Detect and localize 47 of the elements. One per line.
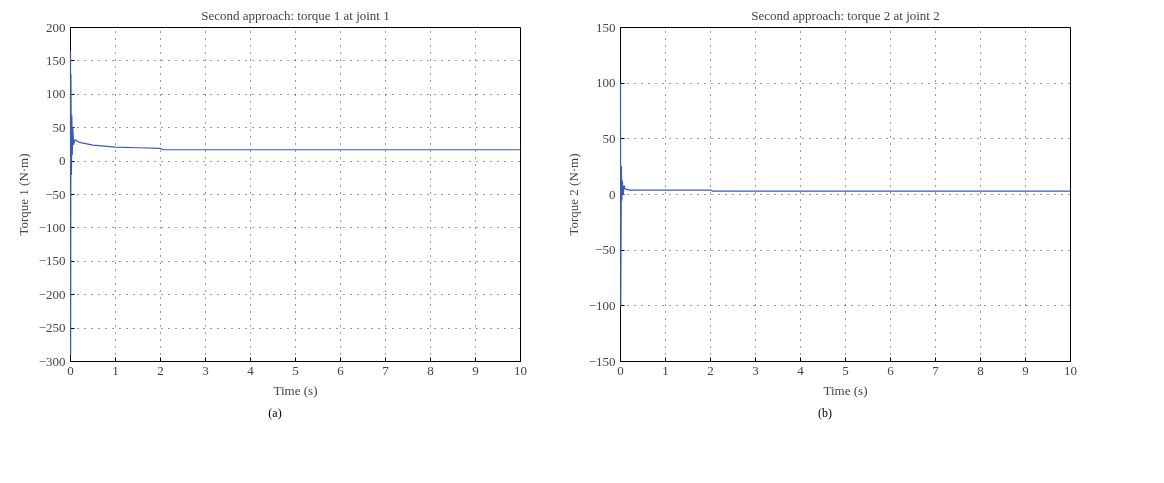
x-axis-title: Time (s) xyxy=(273,382,318,398)
chart-title: Second approach: torque 1 at joint 1 xyxy=(201,7,390,23)
x-tick-label: 7 xyxy=(382,362,390,378)
y-tick-label: −100 xyxy=(38,219,66,235)
x-tick-label: 2 xyxy=(157,362,164,378)
y-tick-label: 150 xyxy=(46,52,66,68)
x-tick-label: 6 xyxy=(887,362,895,378)
y-tick-label: 0 xyxy=(609,186,616,202)
x-tick-label: 6 xyxy=(337,362,345,378)
y-tick-label: 150 xyxy=(596,19,616,35)
y-tick-label: 200 xyxy=(46,19,66,35)
y-tick-label: −150 xyxy=(38,253,66,269)
y-axis-title: Torque 1 (N·m) xyxy=(15,153,31,236)
x-tick-label: 5 xyxy=(292,362,299,378)
x-tick-label: 3 xyxy=(752,362,759,378)
y-axis-title: Torque 2 (N·m) xyxy=(565,153,581,236)
text: (b) xyxy=(818,405,832,422)
x-tick-label: 5 xyxy=(842,362,849,378)
x-tick-label: 3 xyxy=(202,362,209,378)
y-tick-label: −150 xyxy=(588,353,616,369)
x-axis-title: Time (s) xyxy=(823,382,868,398)
text: (a) xyxy=(268,405,282,422)
x-tick-label: 2 xyxy=(707,362,714,378)
x-tick-label: 9 xyxy=(472,362,479,378)
y-tick-label: 50 xyxy=(602,130,616,146)
y-tick-label: −100 xyxy=(588,297,616,313)
y-tick-label: −200 xyxy=(38,286,66,302)
y-tick-label: 50 xyxy=(52,119,66,135)
x-tick-label: 1 xyxy=(662,362,669,378)
x-tick-label: 10 xyxy=(514,362,527,378)
x-tick-label: 8 xyxy=(977,362,984,378)
x-tick-label: 1 xyxy=(112,362,119,378)
y-tick-label: −50 xyxy=(45,186,66,202)
y-tick-label: 100 xyxy=(596,75,616,91)
y-tick-label: 100 xyxy=(46,86,66,102)
y-tick-label: 0 xyxy=(59,153,66,169)
x-tick-label: 10 xyxy=(1064,362,1077,378)
chart-title: Second approach: torque 2 at joint 2 xyxy=(751,7,940,23)
x-tick-label: 8 xyxy=(427,362,434,378)
y-tick-label: −250 xyxy=(38,320,66,336)
x-tick-label: 4 xyxy=(247,362,255,378)
x-tick-label: 9 xyxy=(1022,362,1029,378)
x-tick-label: 7 xyxy=(932,362,940,378)
y-tick-label: −300 xyxy=(38,353,66,369)
y-tick-label: −50 xyxy=(595,242,616,258)
x-tick-label: 4 xyxy=(797,362,805,378)
line-series xyxy=(69,50,522,356)
